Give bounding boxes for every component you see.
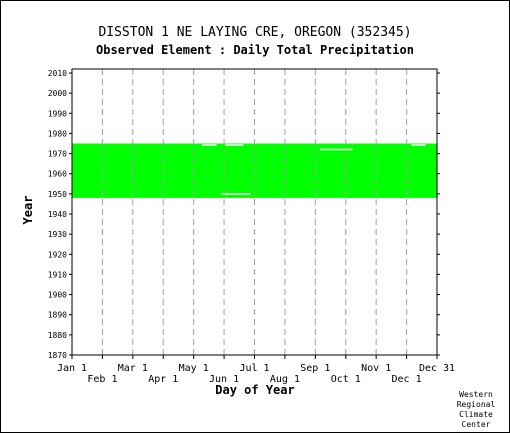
chart-title: DISSTON 1 NE LAYING CRE, OREGON (352345) xyxy=(98,25,412,40)
y-tick-label: 1950 xyxy=(48,190,67,199)
wrcc-credit: Western Regional Climate Center xyxy=(448,390,504,430)
y-tick-label: 1990 xyxy=(48,109,67,118)
x-tick-label-upper: Sep 1 xyxy=(300,363,330,374)
x-tick-label-lower: Dec 1 xyxy=(392,374,422,385)
data-gap xyxy=(320,148,354,151)
x-tick-label-lower: Oct 1 xyxy=(331,374,361,385)
x-tick-label-upper: Nov 1 xyxy=(361,363,391,374)
x-axis-label: Day of Year xyxy=(215,383,295,397)
y-tick-label: 1980 xyxy=(48,129,67,138)
x-tick-label-lower: Aug 1 xyxy=(270,374,300,385)
y-tick-label: 1890 xyxy=(48,311,67,320)
data-gap xyxy=(225,144,244,146)
credit-line: Climate xyxy=(459,410,493,419)
x-tick-label-lower: Apr 1 xyxy=(148,374,178,385)
x-tick-label-lower: Feb 1 xyxy=(87,374,117,385)
y-tick-label: 2000 xyxy=(48,89,67,98)
y-axis-label: Year xyxy=(21,195,35,225)
y-tick-label: 1940 xyxy=(48,210,67,219)
x-tick-label-upper: Jan 1 xyxy=(57,363,87,374)
credit-line: Center xyxy=(461,420,491,429)
x-tick-label-upper: May 1 xyxy=(179,363,209,374)
data-gap xyxy=(201,144,217,146)
data-gap xyxy=(221,193,251,195)
y-tick-label: 2010 xyxy=(48,69,67,78)
data-gap xyxy=(411,144,427,146)
x-tick-label-upper: Dec 31 xyxy=(419,363,455,374)
y-tick-label: 1900 xyxy=(48,291,67,300)
x-tick-label-upper: Mar 1 xyxy=(118,363,148,374)
y-tick-label: 1960 xyxy=(48,170,67,179)
x-tick-label-upper: Jul 1 xyxy=(239,363,269,374)
y-tick-label: 1930 xyxy=(48,230,67,239)
credit-line: Western xyxy=(459,390,493,399)
y-tick-label: 1910 xyxy=(48,270,67,279)
credit-line: Regional xyxy=(456,400,496,409)
y-tick-label: 1880 xyxy=(48,331,67,340)
chart-subtitle: Observed Element : Daily Total Precipita… xyxy=(96,43,414,57)
x-tick-label-lower: Jun 1 xyxy=(209,374,239,385)
y-tick-label: 1920 xyxy=(48,250,67,259)
y-tick-label: 1970 xyxy=(48,150,67,159)
y-tick-label: 1870 xyxy=(48,351,67,360)
